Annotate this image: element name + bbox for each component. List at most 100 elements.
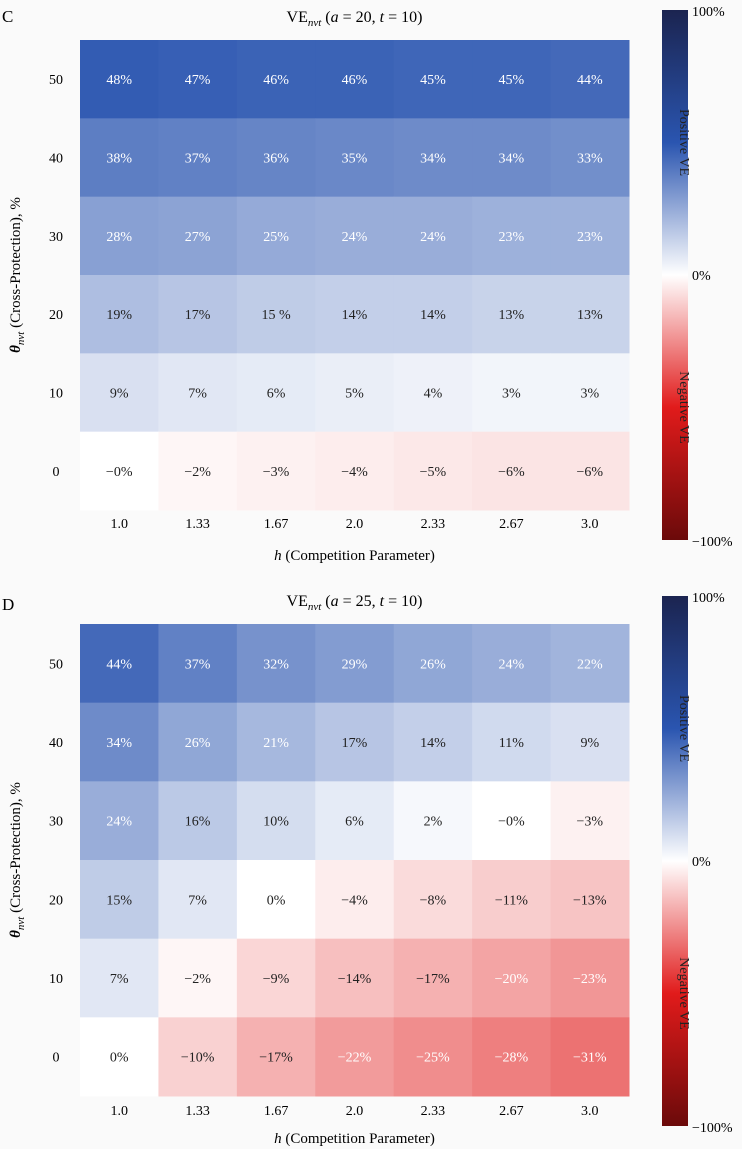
panel-d-letter: D xyxy=(2,595,14,614)
panel-c-cell-label: −3% xyxy=(263,465,290,480)
panel-c-y-tick: 20 xyxy=(49,308,63,323)
panel-d-cell-label: 6% xyxy=(345,815,364,830)
panel-d-cell xyxy=(472,860,552,940)
panel-d-y-tick: 0 xyxy=(53,1051,60,1066)
panel-d-cell-label: 44% xyxy=(106,657,132,672)
panel-d-cell xyxy=(236,624,316,704)
panel-c-cell-label: 46% xyxy=(263,73,289,88)
panel-c-x-tick: 2.33 xyxy=(421,517,446,532)
panel-d-cell-label: −17% xyxy=(259,1051,293,1066)
panel-d-cell xyxy=(315,1017,395,1097)
panel-c-cell xyxy=(158,275,238,354)
panel-c-cell-label: −0% xyxy=(106,465,133,480)
panel-d-cell-label: −14% xyxy=(338,972,372,987)
panel-d-cell xyxy=(236,781,316,861)
panel-c-cell xyxy=(236,275,316,354)
panel-d-cell-label: 37% xyxy=(185,657,211,672)
panel-c-cell-label: 36% xyxy=(263,152,289,167)
panel-c-x-tick: 1.0 xyxy=(110,517,128,532)
panel-c-cell-label: 47% xyxy=(185,73,211,88)
panel-c-colorbar xyxy=(662,10,688,540)
panel-c-cell xyxy=(550,275,630,354)
panel-d-x-tick: 2.33 xyxy=(421,1104,446,1119)
panel-c-y-tick: 0 xyxy=(53,465,60,480)
panel-c-cell xyxy=(472,275,552,354)
panel-c-x-tick: 3.0 xyxy=(581,517,599,532)
panel-d-cell xyxy=(472,781,552,861)
panel-d-cell xyxy=(315,702,395,782)
panel-d-cell xyxy=(472,1017,552,1097)
panel-d-cell-label: −3% xyxy=(577,815,604,830)
panel-d-cell-label: −0% xyxy=(498,815,525,830)
panel-d-cell-label: 26% xyxy=(420,657,446,672)
panel-d-cell-label: 32% xyxy=(263,657,289,672)
panel-d-cell xyxy=(80,702,159,782)
panel-d-colorbar-mid: 0% xyxy=(692,855,711,870)
panel-d-cell xyxy=(80,1017,159,1097)
panel-c-cell-label: 25% xyxy=(263,230,289,245)
panel-c-cell-label: −4% xyxy=(341,465,368,480)
panel-c-cell xyxy=(393,275,473,354)
panel-d-cell-label: −31% xyxy=(573,1051,607,1066)
panel-c-cell xyxy=(236,196,316,276)
panel-c-cell xyxy=(393,431,473,511)
panel-d-y-tick: 40 xyxy=(49,736,63,751)
panel-d-cell-label: 34% xyxy=(106,736,132,751)
panel-d-cell-label: −25% xyxy=(416,1051,450,1066)
panel-d-x-tick: 3.0 xyxy=(581,1104,599,1119)
panel-d-cell xyxy=(472,938,552,1018)
panel-d-x-tick: 1.67 xyxy=(264,1104,289,1119)
panel-c-cell-label: 45% xyxy=(420,73,446,88)
panel-d-cell xyxy=(550,1017,630,1097)
panel-d-cell xyxy=(550,702,630,782)
panel-c-cell-label: 46% xyxy=(342,73,368,88)
panel-d-colorbar-max: 100% xyxy=(692,591,725,606)
panel-c-cell xyxy=(158,353,238,433)
panel-c-cell-label: 23% xyxy=(499,230,525,245)
panel-c-letter: C xyxy=(2,7,13,26)
panel-d-cell-label: −28% xyxy=(495,1051,529,1066)
panel-d-cell xyxy=(158,1017,238,1097)
panel-d-cell-label: 0% xyxy=(110,1051,129,1066)
panel-c-cell-label: 44% xyxy=(577,73,603,88)
panel-c-colorbar-mid: 0% xyxy=(692,269,711,284)
panel-c-x-tick: 1.67 xyxy=(264,517,289,532)
panel-d-y-tick: 30 xyxy=(49,815,63,830)
panel-c-cell-label: −2% xyxy=(184,465,211,480)
panel-c-y-tick: 10 xyxy=(49,387,63,402)
panel-c-cell xyxy=(80,118,159,198)
panel-d-cell xyxy=(236,860,316,940)
panel-d-colorbar-negative-label: Negative VE xyxy=(676,957,691,1029)
panel-d-cell-label: −13% xyxy=(573,893,607,908)
panel-d-cell-label: −4% xyxy=(341,893,368,908)
panel-c-cell-label: 33% xyxy=(577,152,603,167)
panel-c-cell xyxy=(80,275,159,354)
panel-c-cell-label: 3% xyxy=(502,387,521,402)
panel-d-cell-label: 24% xyxy=(499,657,525,672)
panel-d-cell-label: 24% xyxy=(106,815,132,830)
panel-c-cell xyxy=(472,118,552,198)
panel-c-y-axis-label: θnvt (Cross-Protection), % xyxy=(8,197,27,353)
panel-c-cell xyxy=(158,118,238,198)
panel-d-cell-label: 26% xyxy=(185,736,211,751)
panel-c-colorbar-negative-label: Negative VE xyxy=(676,371,691,443)
panel-d-cell xyxy=(80,938,159,1018)
panel-d-cell xyxy=(315,781,395,861)
panel-c-colorbar-positive-label: Positive VE xyxy=(676,109,691,176)
panel-c-cell-label: 7% xyxy=(188,387,207,402)
panel-d-cell-label: 21% xyxy=(263,736,289,751)
panel-d-x-tick: 1.33 xyxy=(185,1104,210,1119)
panel-c-cell xyxy=(315,431,395,511)
panel-c-cell xyxy=(472,353,552,433)
panel-c-cell xyxy=(472,431,552,511)
panel-d-cell-label: −9% xyxy=(263,972,290,987)
panel-d-cell-label: −22% xyxy=(338,1051,372,1066)
panel-c-cell-label: 35% xyxy=(342,152,368,167)
panel-d-cell-label: −23% xyxy=(573,972,607,987)
panel-c-cell-label: 13% xyxy=(499,308,525,323)
panel-c-x-tick: 2.0 xyxy=(346,517,364,532)
panel-c-cell xyxy=(393,353,473,433)
panel-d-cell xyxy=(315,624,395,704)
panel-c-cell-label: −6% xyxy=(577,465,604,480)
